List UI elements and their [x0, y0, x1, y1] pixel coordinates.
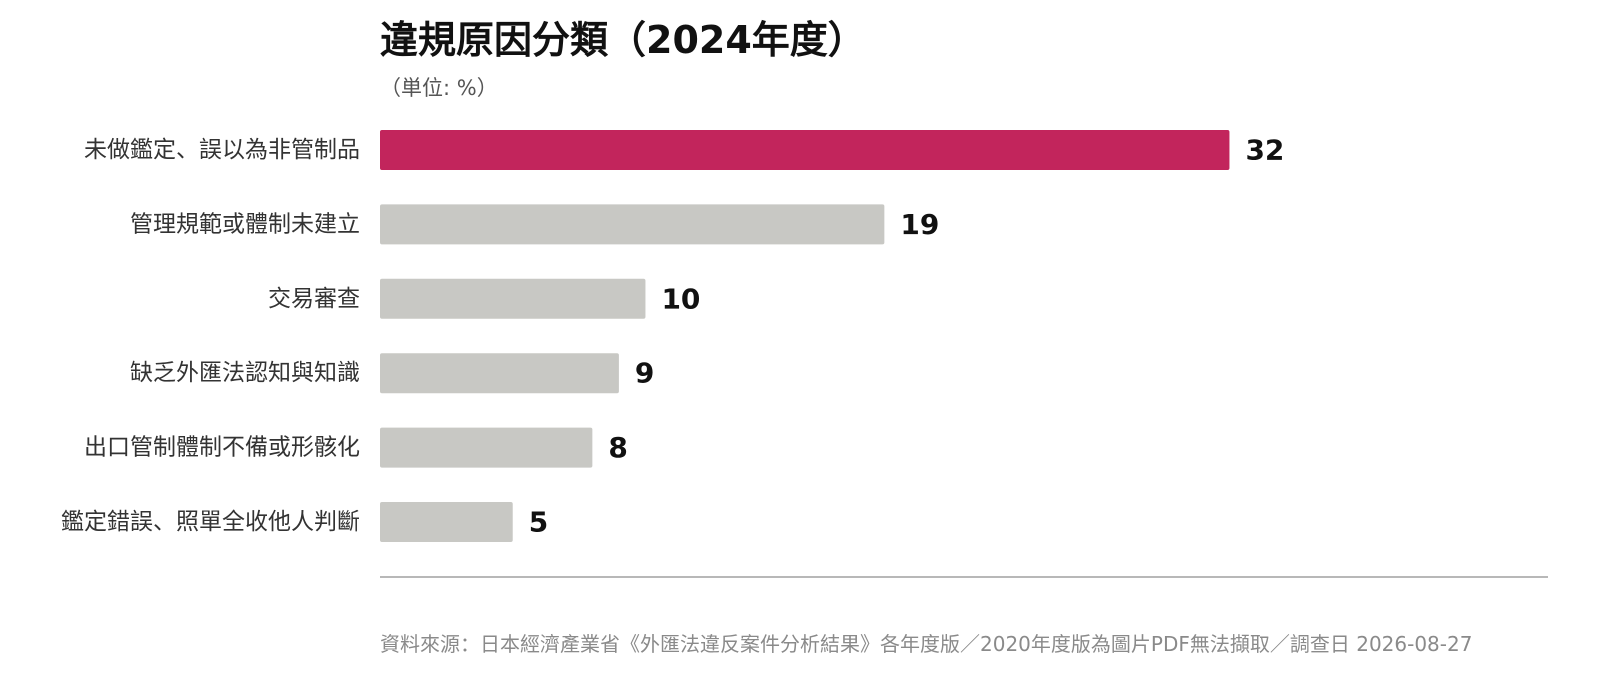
- category-label-2: 交易審查: [268, 286, 360, 312]
- bar-5: [380, 502, 513, 542]
- category-label-4: 出口管制體制不備或形骸化: [84, 435, 360, 461]
- category-label-1: 管理規範或體制未建立: [130, 211, 360, 237]
- bar-1: [380, 204, 885, 245]
- category-label-3: 缺乏外匯法認知與知識: [130, 360, 360, 386]
- source-note: 資料來源：日本經濟產業省《外匯法違反案件分析結果》各年度版／2020年度版為圖片…: [380, 632, 1473, 656]
- value-label-1: 19: [900, 208, 939, 241]
- value-label-4: 8: [608, 431, 627, 464]
- value-label-5: 5: [529, 506, 548, 539]
- category-label-0: 未做鑑定、誤以為非管制品: [84, 137, 360, 163]
- value-label-3: 9: [635, 357, 654, 390]
- value-label-2: 10: [661, 282, 700, 315]
- bar-0: [380, 130, 1230, 170]
- bar-2: [380, 278, 646, 319]
- value-label-0: 32: [1245, 134, 1284, 167]
- category-label-5: 鑑定錯誤、照單全收他人判斷: [61, 509, 360, 535]
- bar-4: [380, 427, 593, 468]
- chart-title: 違規原因分類（2024年度）: [380, 18, 866, 62]
- bar-3: [380, 353, 619, 394]
- chart-unit-label: （単位: %）: [380, 76, 498, 100]
